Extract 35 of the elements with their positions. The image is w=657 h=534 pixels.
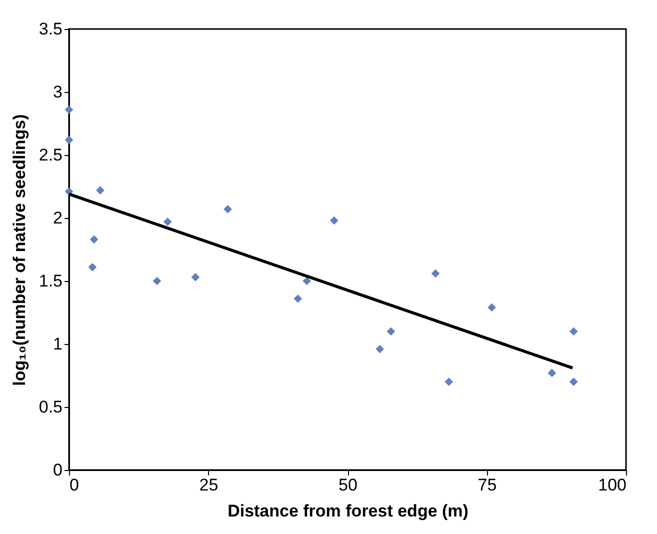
point: [548, 368, 556, 378]
y-tick-label: 2.5: [38, 146, 62, 164]
point: [376, 344, 384, 354]
x-tick-label: 100: [598, 476, 626, 494]
point: [152, 276, 162, 286]
point: [64, 105, 74, 114]
x-tick-label: 75: [478, 476, 497, 494]
y-tick-label: 0: [53, 460, 62, 480]
point: [444, 378, 454, 386]
point: [569, 327, 578, 336]
point: [330, 216, 338, 225]
x-axis-title: Distance from forest edge (m): [228, 502, 468, 520]
point: [224, 204, 232, 214]
point: [88, 262, 97, 272]
y-tick-label: 2: [53, 208, 62, 228]
point: [294, 294, 302, 303]
point: [90, 235, 98, 244]
point: [163, 218, 172, 226]
point: [431, 269, 440, 278]
y-axis-title: log₁₀(number of native seedlings): [10, 114, 29, 386]
y-tick-label: 3: [53, 82, 62, 102]
y-tick-label: 0.5: [38, 398, 62, 416]
y-tick-label: 3.5: [38, 20, 62, 38]
point: [302, 276, 312, 286]
x-tick-label: 0: [70, 476, 79, 494]
point: [64, 136, 74, 144]
point: [191, 273, 200, 282]
point: [569, 378, 578, 386]
point: [488, 303, 496, 312]
y-tick-label: 1.5: [38, 272, 62, 290]
point: [96, 186, 104, 194]
point: [386, 327, 396, 336]
x-tick-label: 25: [199, 476, 218, 494]
x-tick-label: 50: [338, 476, 358, 494]
y-tick-label: 1: [53, 334, 62, 354]
